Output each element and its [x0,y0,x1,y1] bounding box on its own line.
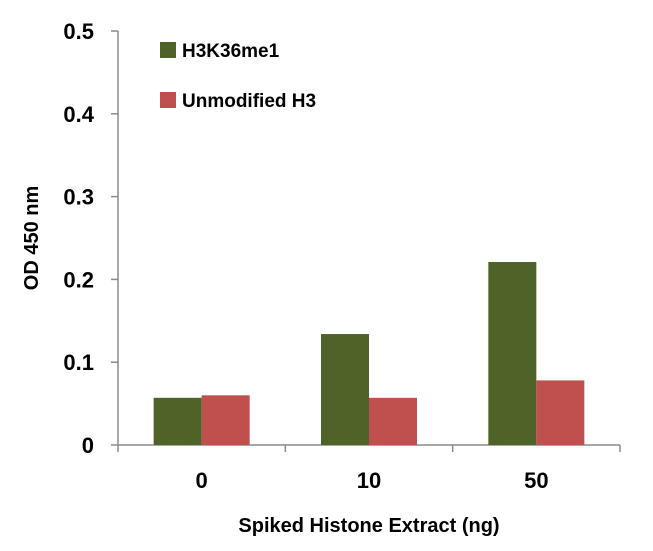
y-axis-title: OD 450 nm [21,186,43,290]
y-tick-label: 0.2 [63,267,94,292]
legend-swatch [160,42,176,58]
legend-label: Unmodified H3 [182,91,316,112]
bar-unmodified-h3-0 [201,395,250,445]
x-tick-label: 10 [357,468,381,493]
legend-swatch [160,92,176,108]
y-tick-label: 0.3 [63,185,94,210]
legend: H3K36me1 Unmodified H3 [160,41,316,112]
y-tick-label: 0 [82,433,94,458]
y-tick-label: 0.5 [63,19,94,44]
legend-label: H3K36me1 [182,41,280,62]
bar-h3k36me1-50 [488,262,537,445]
bars [153,262,585,445]
bar-unmodified-h3-50 [536,380,585,445]
y-tick-label: 0.1 [63,350,94,375]
x-axis: 0 10 50 [117,444,621,493]
bar-unmodified-h3-10 [369,397,417,445]
bar-h3k36me1-10 [321,334,369,445]
y-axis: 0 0.1 0.2 0.3 0.4 0.5 [63,19,119,458]
x-tick-label: 0 [196,468,208,493]
x-tick-label: 50 [524,468,548,493]
bar-h3k36me1-0 [153,397,202,445]
y-tick-label: 0.4 [63,102,94,127]
x-axis-title: Spiked Histone Extract (ng) [238,515,499,537]
